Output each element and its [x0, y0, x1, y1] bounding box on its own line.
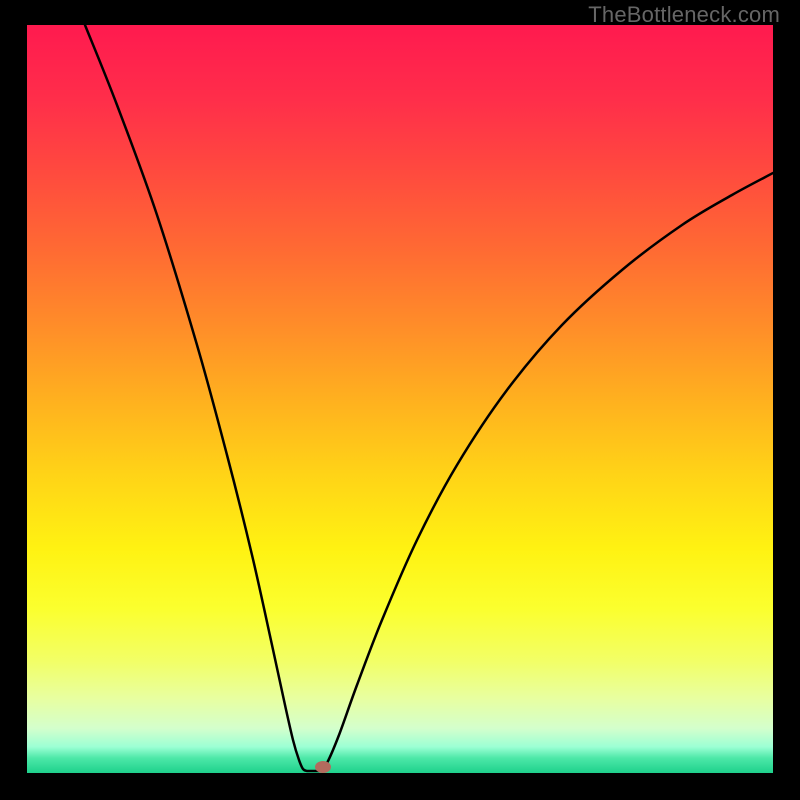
plot-area [27, 25, 773, 773]
chart-svg [27, 25, 773, 773]
outer-frame: TheBottleneck.com [0, 0, 800, 800]
gradient-background [27, 25, 773, 773]
minimum-marker [315, 761, 331, 773]
